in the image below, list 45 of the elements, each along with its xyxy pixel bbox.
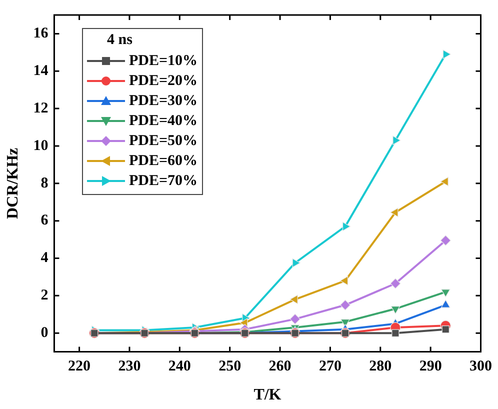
legend-label: PDE=60% xyxy=(129,152,198,170)
y-tick-label: 10 xyxy=(33,138,48,154)
legend-label: PDE=20% xyxy=(129,72,198,90)
y-tick-label: 6 xyxy=(40,212,49,229)
x-tick-label: 240 xyxy=(168,358,191,375)
y-tick-label: 12 xyxy=(33,100,48,116)
y-tick-label: 4 xyxy=(40,250,49,266)
point xyxy=(292,258,300,268)
point xyxy=(440,176,448,186)
y-tick-label: 2 xyxy=(40,288,48,304)
legend-label: PDE=50% xyxy=(129,132,198,150)
y-tick-label: 14 xyxy=(33,63,49,80)
point xyxy=(390,306,400,314)
y-axis-title: DCR/KHz xyxy=(4,148,22,219)
legend-label: PDE=40% xyxy=(129,112,198,130)
legend-label: PDE=70% xyxy=(129,172,198,190)
x-tick-label: 220 xyxy=(68,358,91,375)
x-tick-label: 290 xyxy=(419,358,442,375)
x-tick-label: 300 xyxy=(470,358,492,375)
x-tick-label: 260 xyxy=(268,358,292,375)
point xyxy=(390,278,401,289)
x-tick-label: 250 xyxy=(218,358,242,375)
point xyxy=(290,314,300,324)
point xyxy=(442,326,450,334)
y-tick-label: 16 xyxy=(33,26,49,42)
point xyxy=(440,235,451,246)
point xyxy=(440,300,450,308)
x-tick-label: 270 xyxy=(318,358,342,375)
y-tick-label: 0 xyxy=(40,324,48,341)
legend-label: PDE=10% xyxy=(129,52,198,70)
x-axis-title: T/K xyxy=(254,386,282,404)
point xyxy=(392,329,400,337)
point xyxy=(342,222,351,232)
point xyxy=(442,50,451,59)
x-tick-label: 230 xyxy=(118,358,141,375)
x-tick-label: 280 xyxy=(369,358,392,375)
point xyxy=(340,300,351,310)
y-tick-label: 8 xyxy=(40,175,48,192)
point xyxy=(390,208,398,218)
point xyxy=(440,289,450,298)
point xyxy=(392,136,401,145)
point xyxy=(340,276,348,286)
point xyxy=(290,294,298,304)
legend-title: 4 ns xyxy=(106,32,134,49)
legend-label: PDE=30% xyxy=(129,92,198,110)
